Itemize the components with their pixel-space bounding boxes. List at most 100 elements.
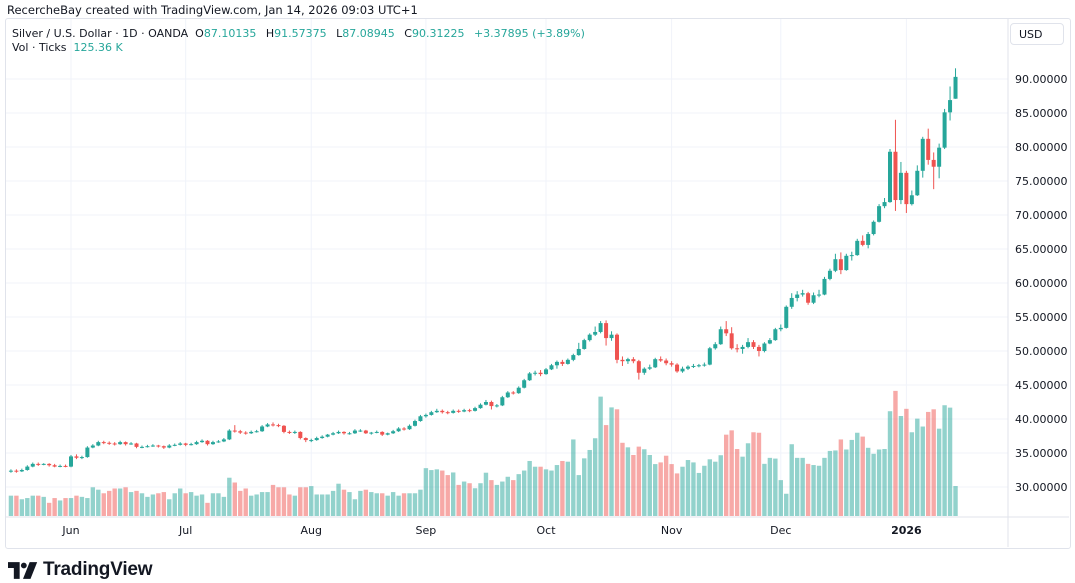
candle[interactable] xyxy=(221,438,226,443)
candle[interactable] xyxy=(249,430,254,434)
candle[interactable] xyxy=(309,438,314,443)
candle[interactable] xyxy=(483,399,488,406)
candle[interactable] xyxy=(658,356,663,362)
candle[interactable] xyxy=(434,408,439,413)
candle[interactable] xyxy=(740,344,745,354)
candle[interactable] xyxy=(636,359,641,380)
candle[interactable] xyxy=(489,400,494,410)
candle[interactable] xyxy=(800,289,805,297)
candle[interactable] xyxy=(713,342,718,350)
candle[interactable] xyxy=(440,409,445,414)
candle[interactable] xyxy=(767,338,772,345)
candle[interactable] xyxy=(866,232,871,249)
candle[interactable] xyxy=(888,149,892,203)
candle[interactable] xyxy=(74,454,79,460)
candle[interactable] xyxy=(778,324,783,332)
candle[interactable] xyxy=(948,86,953,121)
candle[interactable] xyxy=(511,391,516,395)
candle[interactable] xyxy=(47,463,52,467)
candle[interactable] xyxy=(549,363,554,371)
candle[interactable] xyxy=(210,440,215,445)
candle[interactable] xyxy=(79,455,84,460)
candle[interactable] xyxy=(407,424,412,430)
candle[interactable] xyxy=(931,152,936,190)
candle[interactable] xyxy=(63,464,68,468)
candle[interactable] xyxy=(161,445,166,449)
candle[interactable] xyxy=(817,289,822,298)
candle[interactable] xyxy=(139,445,144,449)
candle[interactable] xyxy=(8,469,13,473)
candle[interactable] xyxy=(363,429,368,434)
candle[interactable] xyxy=(664,358,669,366)
candle[interactable] xyxy=(260,425,265,432)
candle[interactable] xyxy=(369,431,374,435)
candle[interactable] xyxy=(189,442,194,446)
candle[interactable] xyxy=(904,170,909,213)
candle[interactable] xyxy=(533,370,538,376)
candle[interactable] xyxy=(669,361,674,367)
candle[interactable] xyxy=(773,327,778,341)
candle[interactable] xyxy=(598,321,603,334)
time-axis[interactable]: Jun Jul Aug Sep Oct Nov Dec 2026 xyxy=(61,524,922,537)
candle[interactable] xyxy=(14,469,19,473)
candle[interactable] xyxy=(172,443,177,447)
candle[interactable] xyxy=(554,360,559,369)
candle[interactable] xyxy=(58,464,63,468)
candle[interactable] xyxy=(565,358,570,365)
candle[interactable] xyxy=(822,276,827,296)
candle[interactable] xyxy=(462,408,467,413)
candle[interactable] xyxy=(478,403,483,409)
candle[interactable] xyxy=(342,431,346,435)
candle[interactable] xyxy=(467,408,472,413)
candle[interactable] xyxy=(653,357,658,368)
candle[interactable] xyxy=(795,291,800,302)
candle[interactable] xyxy=(527,372,532,381)
candle[interactable] xyxy=(287,430,292,434)
candle[interactable] xyxy=(200,439,205,443)
candle[interactable] xyxy=(544,368,549,375)
candle[interactable] xyxy=(336,430,341,434)
candle[interactable] xyxy=(909,190,914,206)
candle[interactable] xyxy=(325,433,330,438)
candle[interactable] xyxy=(789,293,794,309)
candle[interactable] xyxy=(751,340,756,349)
candle[interactable] xyxy=(942,108,947,150)
candle[interactable] xyxy=(456,409,461,413)
candle[interactable] xyxy=(107,441,112,445)
candle[interactable] xyxy=(620,356,625,366)
candle[interactable] xyxy=(691,363,696,368)
candle[interactable] xyxy=(898,161,903,205)
candle[interactable] xyxy=(827,268,832,281)
candle[interactable] xyxy=(538,370,543,377)
candle[interactable] xyxy=(96,440,101,447)
candle[interactable] xyxy=(587,333,592,342)
candle[interactable] xyxy=(85,446,90,458)
candle[interactable] xyxy=(855,238,860,256)
candle[interactable] xyxy=(604,320,609,346)
candle[interactable] xyxy=(571,353,576,362)
candle[interactable] xyxy=(358,429,363,432)
candle[interactable] xyxy=(271,422,276,427)
candle[interactable] xyxy=(314,436,319,441)
candle[interactable] xyxy=(254,429,259,433)
candle[interactable] xyxy=(915,165,920,196)
candle[interactable] xyxy=(685,365,690,371)
candle[interactable] xyxy=(276,423,281,428)
candle[interactable] xyxy=(347,431,352,435)
candle[interactable] xyxy=(281,425,286,434)
candle[interactable] xyxy=(243,431,248,435)
tradingview-logo[interactable]: TradingView xyxy=(8,559,153,581)
candle[interactable] xyxy=(609,331,614,341)
candle[interactable] xyxy=(445,410,450,415)
candle[interactable] xyxy=(123,441,128,446)
candle[interactable] xyxy=(156,444,161,448)
candle[interactable] xyxy=(953,68,958,99)
candle[interactable] xyxy=(860,235,865,247)
candle[interactable] xyxy=(696,363,701,368)
candle[interactable] xyxy=(380,431,385,436)
candle[interactable] xyxy=(112,442,117,446)
candle[interactable] xyxy=(145,444,150,448)
candle[interactable] xyxy=(729,327,734,350)
candle[interactable] xyxy=(724,321,729,337)
price-axis[interactable]: 90.00000 85.00000 80.00000 75.00000 70.00000… xyxy=(1015,73,1068,494)
